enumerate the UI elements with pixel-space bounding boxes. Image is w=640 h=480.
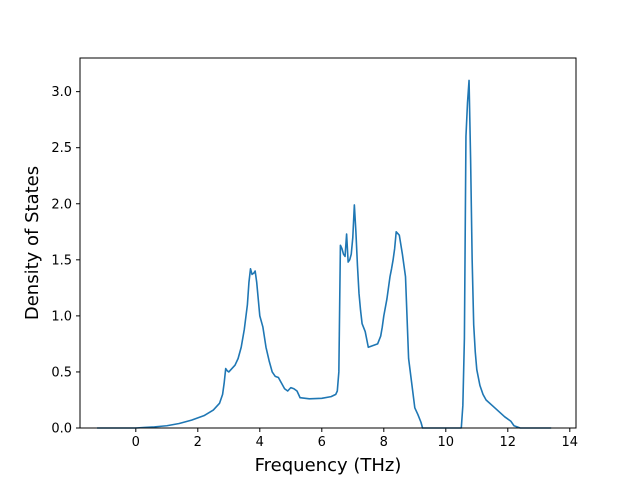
y-tick-label: 3.0 bbox=[51, 85, 72, 100]
dos-series-line bbox=[97, 79, 552, 429]
x-tick-label: 6 bbox=[318, 435, 326, 450]
y-axis-title: Density of States bbox=[22, 166, 43, 320]
x-tick-label: 4 bbox=[256, 435, 264, 450]
y-tick-label: 1.0 bbox=[51, 309, 72, 324]
x-tick-label: 14 bbox=[562, 435, 579, 450]
y-tick-label: 0.5 bbox=[51, 365, 72, 380]
x-tick-label: 10 bbox=[438, 435, 455, 450]
x-tick-label: 12 bbox=[500, 435, 517, 450]
y-tick-label: 1.5 bbox=[51, 253, 72, 268]
x-axis-title: Frequency (THz) bbox=[255, 455, 402, 476]
y-tick-label: 0.0 bbox=[51, 422, 72, 437]
series-layer bbox=[97, 79, 552, 429]
y-tick-label: 2.0 bbox=[51, 197, 72, 212]
plot-frame bbox=[79, 57, 577, 429]
x-tick-label: 0 bbox=[132, 435, 140, 450]
x-tick-label: 8 bbox=[380, 435, 388, 450]
x-tick-label: 2 bbox=[194, 435, 202, 450]
ticks-layer: 0 2 4 6 8 10 12 14 0.0 0.5 1.0 1.5 2.0 2.5 3.0 bbox=[51, 85, 578, 450]
y-tick-label: 2.5 bbox=[51, 141, 72, 156]
plot-area bbox=[80, 58, 576, 428]
